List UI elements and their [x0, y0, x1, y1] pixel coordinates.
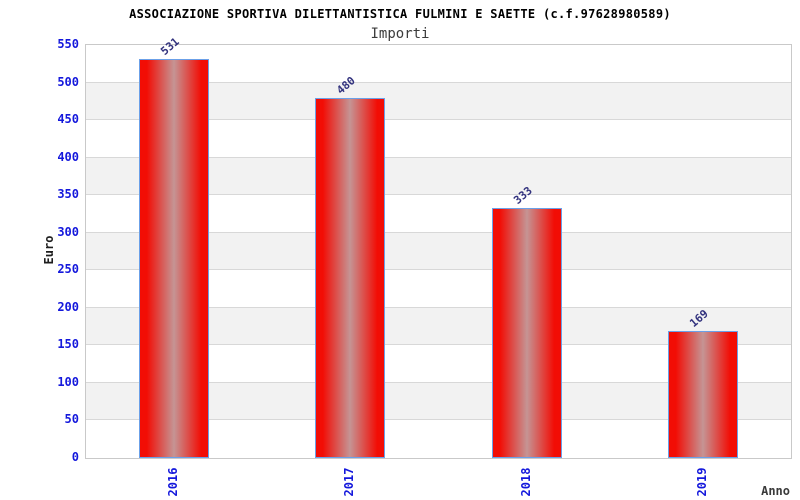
- bar-2018: [491, 207, 562, 458]
- bar-2016: [139, 59, 210, 458]
- y-tick-label: 550: [57, 37, 79, 51]
- x-tick-label: 2016: [166, 467, 181, 497]
- gridline: [86, 381, 791, 383]
- y-tick-label: 300: [57, 224, 79, 239]
- y-tick-label: 250: [57, 262, 79, 277]
- plot-area: 531 480 333 169: [85, 35, 792, 459]
- gridline: [86, 156, 791, 158]
- x-tick-label: 2019: [694, 467, 709, 497]
- y-axis-title: Euro: [42, 235, 56, 264]
- gridline: [86, 194, 791, 196]
- y-tick-label: 400: [57, 149, 79, 164]
- x-tick-label: 2017: [342, 467, 357, 497]
- gridline: [86, 119, 791, 121]
- gridline: [86, 306, 791, 308]
- gridline: [86, 344, 791, 346]
- y-tick-label: 350: [57, 187, 79, 202]
- chart-subtitle: Importi: [370, 26, 430, 42]
- y-tick-label: 200: [57, 299, 79, 314]
- gridline: [86, 419, 791, 421]
- gridline: [86, 81, 791, 83]
- gridline: [86, 231, 791, 233]
- y-tick-label: 500: [57, 74, 79, 89]
- y-tick-label: 150: [57, 337, 79, 352]
- y-tick-label: 450: [57, 112, 79, 127]
- x-tick-label: 2018: [518, 467, 533, 497]
- y-tick-label: 50: [64, 412, 79, 427]
- bar-2017: [315, 97, 386, 458]
- y-tick-label: 0: [71, 450, 79, 464]
- chart-title: ASSOCIAZIONE SPORTIVA DILETTANTISTICA FU…: [129, 7, 671, 21]
- x-axis-title: Anno: [761, 484, 790, 498]
- y-tick-label: 100: [57, 374, 79, 389]
- gridline: [86, 269, 791, 271]
- bar-2019: [667, 331, 738, 458]
